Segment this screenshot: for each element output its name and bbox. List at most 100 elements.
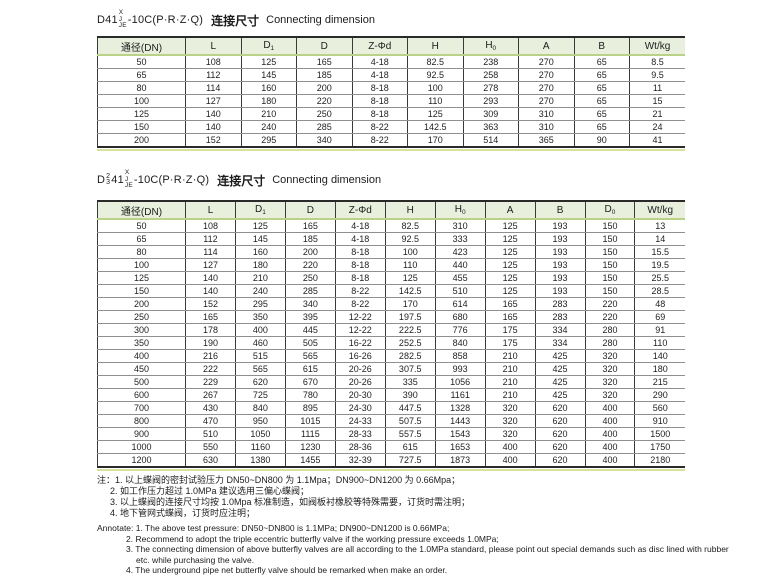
cell: 565 bbox=[234, 362, 286, 376]
cell: 4-18 bbox=[334, 219, 386, 233]
cell: 340 bbox=[296, 133, 352, 148]
section-gap bbox=[97, 151, 778, 168]
notes-english: Annotate: 1. The above test pressure: DN… bbox=[97, 523, 778, 576]
cell: 1653 bbox=[434, 440, 486, 454]
cell: 28-33 bbox=[334, 427, 386, 441]
cell: 258 bbox=[462, 68, 519, 82]
cell: 152 bbox=[185, 133, 241, 148]
cell: 20-26 bbox=[334, 362, 386, 376]
cell: 15 bbox=[629, 94, 685, 108]
cell: 21 bbox=[629, 107, 685, 121]
cell: 140 bbox=[185, 107, 241, 121]
cell: 895 bbox=[284, 401, 336, 415]
cell: 65 bbox=[97, 232, 186, 246]
cell: 350 bbox=[97, 336, 186, 350]
cell: 92.5 bbox=[384, 232, 436, 246]
table-row: 150 140 240 285 8-22 142.5 510 125 193 150 28.5 bbox=[97, 284, 685, 298]
cell: 185 bbox=[296, 68, 352, 82]
cell: 620 bbox=[534, 440, 585, 454]
cell: 280 bbox=[584, 336, 635, 350]
cell: 400 bbox=[584, 440, 635, 454]
table-row: 65 112 145 185 4-18 92.5 258 270 65 9.5 bbox=[97, 68, 685, 82]
cell: 285 bbox=[296, 120, 352, 134]
cell: 515 bbox=[234, 349, 286, 363]
cell: 92.5 bbox=[407, 68, 463, 82]
cell: 620 bbox=[534, 414, 585, 428]
cell: 8-22 bbox=[334, 297, 386, 311]
model-variant: J bbox=[124, 175, 129, 183]
cell: 250 bbox=[284, 271, 336, 285]
cell: 125 bbox=[484, 284, 536, 298]
cell: 800 bbox=[97, 414, 186, 428]
title-english: Connecting dimension bbox=[272, 174, 382, 186]
cell: 114 bbox=[185, 245, 236, 259]
cell: 295 bbox=[240, 133, 297, 148]
cell: 8-18 bbox=[334, 245, 386, 259]
cell: 560 bbox=[634, 401, 685, 415]
cell: 320 bbox=[584, 375, 635, 389]
cell: 425 bbox=[534, 388, 585, 402]
cell: 125 bbox=[97, 271, 186, 285]
cell: 840 bbox=[434, 336, 486, 350]
cell: 150 bbox=[584, 258, 635, 272]
cell: 165 bbox=[484, 297, 536, 311]
cell: 80 bbox=[97, 81, 186, 95]
cell: 334 bbox=[534, 323, 585, 337]
cell: 15.5 bbox=[634, 245, 685, 259]
table1-model-code: D41 X J JE -10C(P·R·Z·Q) bbox=[97, 10, 203, 30]
cell: 455 bbox=[434, 271, 486, 285]
cell: 41 bbox=[629, 133, 685, 148]
cell: 90 bbox=[573, 133, 630, 148]
cell: 8-18 bbox=[334, 258, 386, 272]
cell: 620 bbox=[534, 427, 585, 441]
cell: 160 bbox=[234, 245, 286, 259]
cell: 210 bbox=[484, 362, 536, 376]
cell: 12-22 bbox=[334, 323, 386, 337]
cell: 200 bbox=[97, 297, 186, 311]
cell: 725 bbox=[234, 388, 286, 402]
column-header: D1 bbox=[240, 36, 297, 56]
cell: 310 bbox=[434, 219, 486, 233]
cell: 1000 bbox=[97, 440, 186, 454]
cell: 507.5 bbox=[384, 414, 436, 428]
cell: 440 bbox=[434, 258, 486, 272]
cell: 1455 bbox=[284, 453, 336, 468]
cell: 152 bbox=[185, 297, 236, 311]
model-prefix: D41 bbox=[97, 14, 118, 26]
cell: 114 bbox=[185, 81, 241, 95]
cell: 165 bbox=[484, 310, 536, 324]
cell: 1543 bbox=[434, 427, 486, 441]
cell: 100 bbox=[97, 94, 186, 108]
table-row: 80 114 160 200 8-18 100 278 270 65 11 bbox=[97, 81, 685, 95]
title-chinese: 连接尺寸 bbox=[211, 13, 260, 28]
cell: 125 bbox=[484, 232, 536, 246]
cell: 4-18 bbox=[334, 232, 386, 246]
cell: 620 bbox=[534, 401, 585, 415]
cell: 400 bbox=[234, 323, 286, 337]
cell: 65 bbox=[573, 55, 630, 69]
cell: 48 bbox=[634, 297, 685, 311]
cell: 950 bbox=[234, 414, 286, 428]
header-row: 通径(DN) L D1 D Z-Φd H H0 A B D0 Wt/kg bbox=[97, 200, 685, 220]
cell: 500 bbox=[97, 375, 186, 389]
cell: 400 bbox=[584, 414, 635, 428]
cell: 125 bbox=[240, 55, 297, 69]
cell: 680 bbox=[434, 310, 486, 324]
cell: 4-18 bbox=[351, 68, 408, 82]
cell: 320 bbox=[484, 427, 536, 441]
cell: 20-30 bbox=[334, 388, 386, 402]
cell: 125 bbox=[484, 258, 536, 272]
cell: 82.5 bbox=[407, 55, 463, 69]
cell: 250 bbox=[296, 107, 352, 121]
model-mid: 41 bbox=[111, 174, 124, 186]
cell: 1380 bbox=[234, 453, 286, 468]
cell: 282.5 bbox=[384, 349, 436, 363]
cell: 1056 bbox=[434, 375, 486, 389]
cell: 175 bbox=[484, 336, 536, 350]
cell: 160 bbox=[240, 81, 297, 95]
table-row: 200 152 295 340 8-22 170 514 365 90 41 bbox=[97, 133, 685, 148]
table-row: 1000 550 1160 1230 28-36 615 1653 400 620 400 1750 bbox=[97, 440, 685, 454]
column-header: H bbox=[384, 200, 436, 220]
cell: 142.5 bbox=[384, 284, 436, 298]
cell: 65 bbox=[97, 68, 186, 82]
